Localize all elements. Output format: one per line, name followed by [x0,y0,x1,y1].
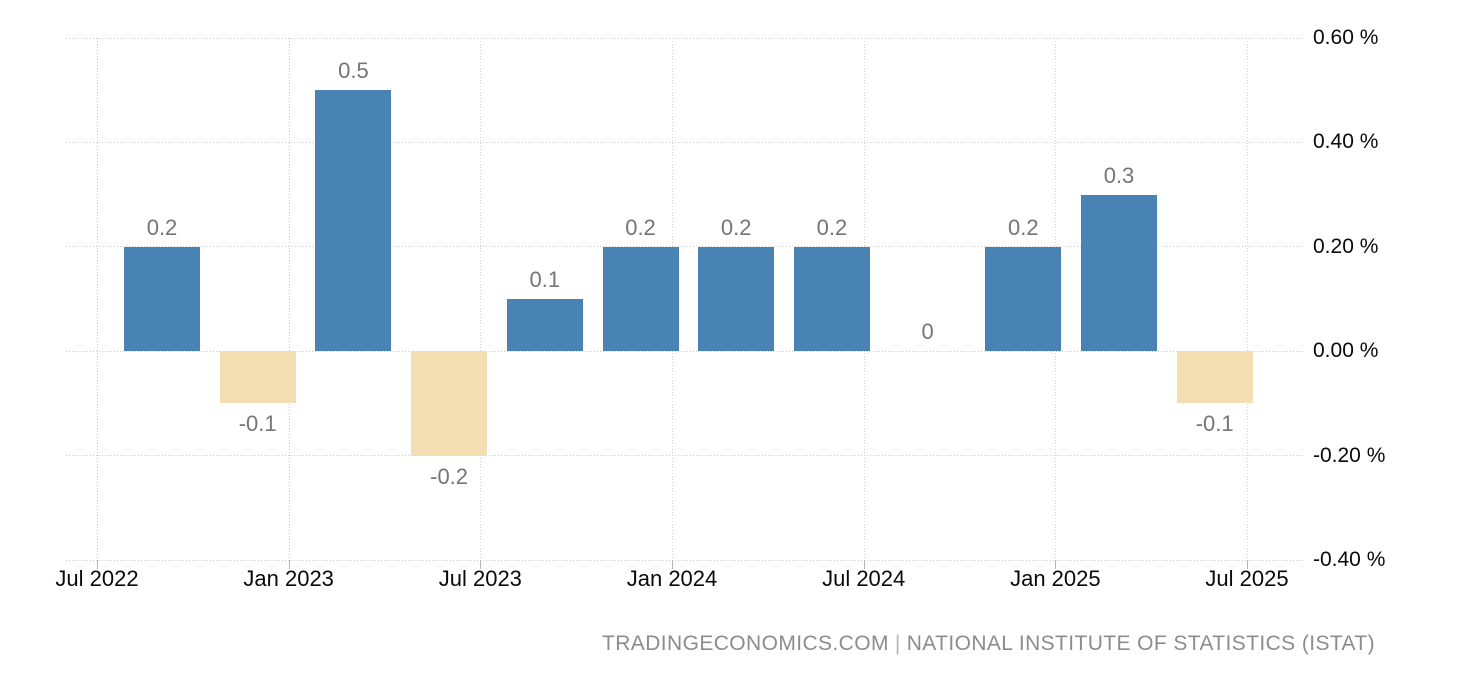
x-gridline [288,38,290,560]
x-gridline [97,38,98,560]
y-axis-tick-label: -0.20 % [1313,443,1386,467]
y-axis-tick-label: -0.40 % [1313,548,1386,571]
bar[interactable] [1176,351,1253,404]
y-gridline [66,37,1305,39]
bar[interactable] [219,351,296,404]
bar-value-label: -0.2 [430,463,469,489]
x-axis-tick [863,560,865,569]
x-axis-tick [672,560,673,569]
bar-value-label: -0.1 [1195,411,1234,437]
x-axis-tick [97,560,98,569]
x-axis-tick-label: Jul 2023 [438,566,522,591]
y-axis-tick-label: 0.40 % [1313,130,1379,154]
y-gridline [66,141,1305,143]
bar-value-label: 0 [921,319,934,345]
bar-value-label: 0.2 [720,214,752,240]
source-tradingeconomics: TRADINGECONOMICS.COM [602,632,889,655]
x-axis-tick [1247,560,1249,569]
source-separator: | [894,632,901,655]
bar-value-label: 0.2 [625,214,656,240]
bar-value-label: 0.2 [816,214,848,240]
x-axis-tick-label: Jul 2024 [822,566,906,591]
y-gridline [66,559,1305,561]
x-gridline [480,38,482,560]
y-gridline [66,246,1305,248]
chart-source: TRADINGECONOMICS.COM | NATIONAL INSTITUTE … [602,631,1375,657]
source-institution: NATIONAL INSTITUTE OF STATISTICS (ISTAT) [906,632,1375,655]
bar[interactable] [698,246,775,352]
bar-value-label: 0.2 [1008,214,1039,240]
x-axis-tick [480,560,482,569]
x-axis-tick-label: Jan 2023 [243,566,334,591]
x-axis-tick-label: Jul 2022 [55,566,139,591]
y-axis-tick-label: 0.00 % [1313,339,1379,363]
bar[interactable] [793,246,870,352]
bar-value-label: 0.2 [146,214,178,240]
bar[interactable] [985,246,1062,352]
bar-value-label: 0.3 [1103,162,1135,188]
bar[interactable] [411,351,488,456]
bar[interactable] [124,246,200,352]
y-axis-tick-label: 0.60 % [1313,26,1379,49]
x-gridline [1247,38,1249,560]
bar[interactable] [315,90,392,352]
bar[interactable] [506,299,583,352]
x-axis-tick [288,560,290,569]
bar-value-label: 0.1 [529,267,561,292]
x-axis-tick [1055,560,1057,569]
bar[interactable] [1081,194,1157,352]
y-gridline [66,455,1305,457]
y-axis-tick-label: 0.20 % [1313,234,1379,258]
x-axis-tick-label: Jan 2025 [1010,566,1101,591]
x-axis-tick-label: Jul 2025 [1205,566,1289,591]
x-axis-tick-label: Jan 2024 [626,566,718,591]
bar-value-label: -0.1 [238,411,277,437]
bar-value-label: 0.5 [338,58,369,84]
y-gridline [66,350,1305,352]
bar[interactable] [602,246,679,352]
